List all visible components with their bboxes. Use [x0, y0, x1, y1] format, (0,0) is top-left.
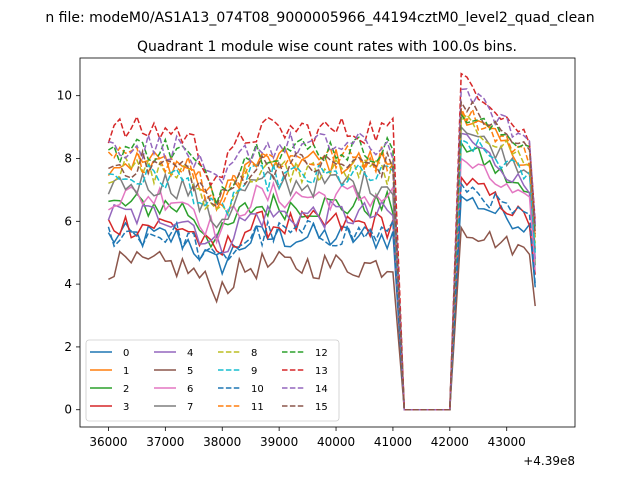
legend-label-2: 2: [123, 384, 129, 395]
series-line-13: [107, 72, 536, 411]
series-line-7: [107, 125, 536, 411]
axes-group: 36000 37000 38000 39000 40000 41000 42000 43000…: [57, 89, 526, 449]
x-tick-label: 41000: [374, 435, 412, 449]
legend-label-11: 11: [251, 402, 264, 413]
x-tick-label: 38000: [203, 435, 241, 449]
legend-label-3: 3: [123, 402, 129, 413]
y-tick-label: 10: [57, 89, 72, 103]
plot-frame: [79, 57, 576, 428]
legend-label-0: 0: [123, 348, 129, 359]
y-tick-label: 0: [64, 403, 72, 417]
y-tick-label: 8: [64, 151, 72, 165]
chart-suptitle: n file: modeM0/AS1A13_074T08_9000005966_…: [45, 10, 594, 26]
legend-label-4: 4: [187, 348, 193, 359]
x-tick-label: 42000: [431, 435, 469, 449]
series-line-15: [108, 99, 536, 411]
legend-label-14: 14: [315, 384, 328, 395]
legend-label-9: 9: [251, 366, 257, 377]
y-tick-label: 2: [64, 340, 72, 354]
y-tick-label: 4: [64, 277, 72, 291]
series-line-5: [108, 225, 536, 411]
chart-title: Quadrant 1 module wise count rates with …: [137, 39, 517, 55]
legend-label-7: 7: [187, 402, 193, 413]
x-tick-label: 37000: [146, 435, 184, 449]
x-offset-text: +4.39e8: [523, 454, 575, 468]
series-line-0: [107, 194, 536, 411]
legend-label-6: 6: [187, 384, 193, 395]
legend-label-8: 8: [251, 348, 257, 359]
series-line-9: [108, 138, 536, 411]
series-group: [107, 72, 536, 411]
series-line-10: [107, 181, 536, 411]
series-line-12: [108, 112, 536, 411]
legend-label-12: 12: [315, 348, 328, 359]
series-line-14: [108, 88, 536, 411]
x-tick-label: 39000: [260, 435, 298, 449]
legend-label-15: 15: [315, 402, 328, 413]
legend-label-1: 1: [123, 366, 129, 377]
legend-label-13: 13: [315, 366, 328, 377]
x-tick-label: 43000: [488, 435, 526, 449]
x-tick-label: 36000: [89, 435, 127, 449]
x-tick-label: 40000: [317, 435, 355, 449]
series-line-2: [108, 140, 536, 411]
series-line-3: [107, 175, 536, 411]
series-line-6: [108, 157, 536, 411]
legend-box: [85, 339, 340, 422]
legend-label-5: 5: [187, 366, 193, 377]
legend-label-10: 10: [251, 384, 264, 395]
y-tick-label: 6: [64, 214, 72, 228]
